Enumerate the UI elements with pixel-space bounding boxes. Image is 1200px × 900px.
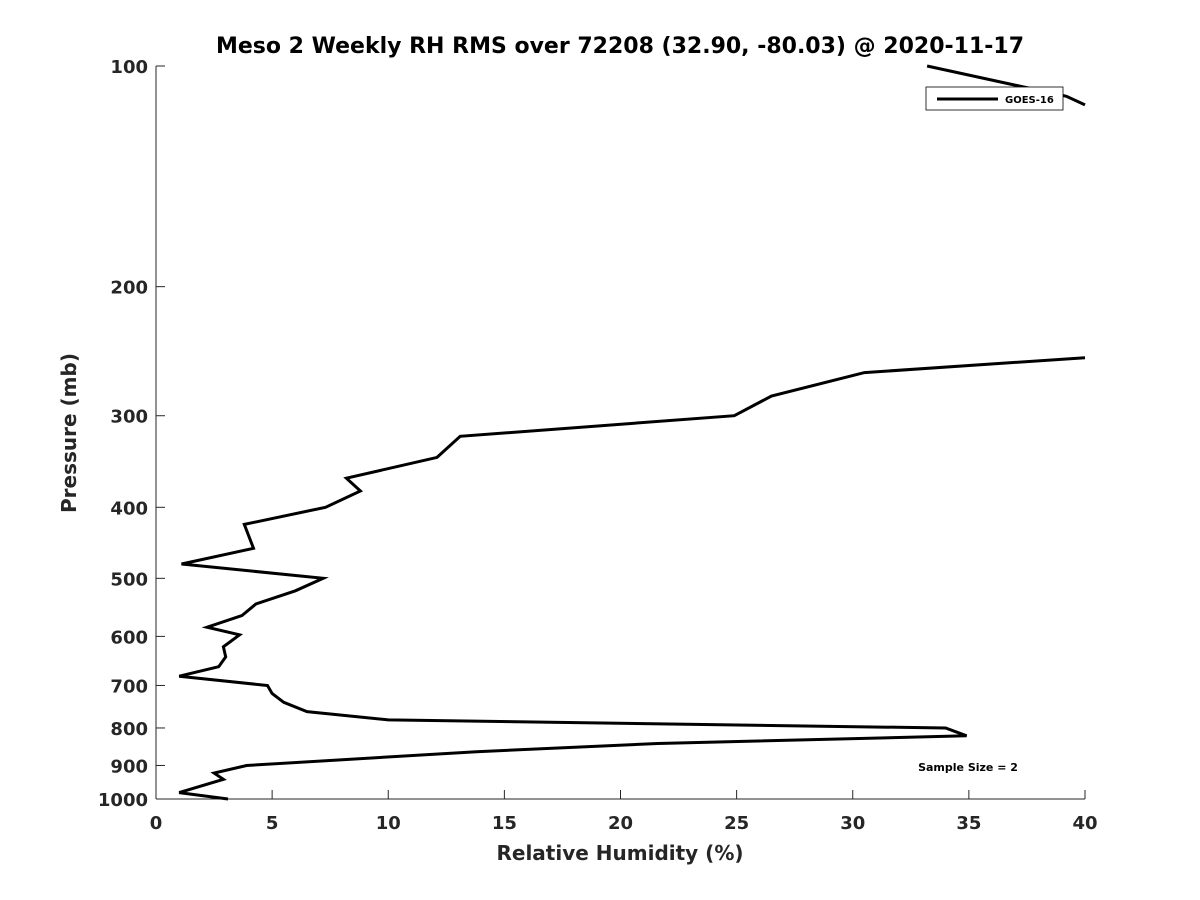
x-tick-label: 25 [724, 813, 749, 834]
x-tick-label: 0 [150, 813, 163, 834]
x-tick-label: 35 [956, 813, 981, 834]
x-tick-label: 30 [840, 813, 865, 834]
series-line-goes-16-segment-1 [926, 64, 1086, 107]
x-tick-label: 15 [492, 813, 517, 834]
y-tick-label: 500 [110, 569, 148, 590]
legend-label-goes-16: GOES-16 [1005, 95, 1054, 106]
plot-axes: 0 5 10 15 20 25 30 35 40 100 200 300 400 500 600 700 800… [98, 57, 1098, 834]
sample-size-annotation: Sample Size = 2 [918, 761, 1018, 774]
y-axis-title: Pressure (mb) [57, 353, 81, 513]
y-tick-label: 400 [110, 498, 148, 519]
x-tick-label: 10 [376, 813, 401, 834]
series-line-goes-16-segment-2 [178, 356, 1086, 801]
y-tick-label: 100 [110, 57, 148, 78]
chart-title: Meso 2 Weekly RH RMS over 72208 (32.90, … [216, 34, 1024, 59]
y-tick-label: 700 [110, 676, 148, 697]
y-tick-label: 600 [110, 627, 148, 648]
y-tick-label: 800 [110, 719, 148, 740]
x-tick-label: 20 [608, 813, 633, 834]
legend: GOES-16 [925, 86, 1064, 111]
y-tick-label: 900 [110, 756, 148, 777]
x-axis-title: Relative Humidity (%) [496, 841, 743, 865]
y-tick-label: 300 [110, 407, 148, 428]
x-tick-label: 5 [266, 813, 279, 834]
series-lines [178, 64, 1086, 801]
y-tick-label: 1000 [98, 790, 148, 811]
y-tick-label: 200 [110, 278, 148, 299]
x-tick-label: 40 [1072, 813, 1097, 834]
